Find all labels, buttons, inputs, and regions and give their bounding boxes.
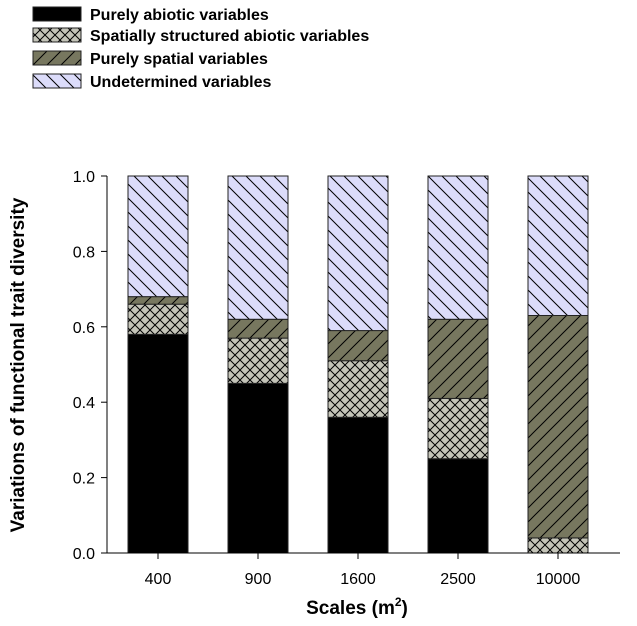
bar-segment-10000-series-3 [527, 175, 589, 316]
axes [106, 176, 620, 554]
legend-swatch [32, 73, 82, 89]
y-tick-label: 0.6 [73, 320, 95, 337]
legend: Purely abiotic variables Spatially struct… [32, 6, 369, 91]
legend-swatch [32, 27, 82, 43]
legend-label: Purely abiotic variables [90, 7, 269, 24]
y-tick-label: 0.2 [73, 471, 95, 488]
x-tick-label: 400 [145, 571, 172, 588]
bar-segment-900-series-0 [227, 382, 289, 554]
bars [127, 175, 589, 554]
bar-segment-400-series-0 [127, 333, 189, 554]
x-ticks: 400 900 1600 2500 10000 [145, 553, 581, 588]
bar-segment-10000-series-1 [527, 537, 589, 554]
y-ticks: 0.0 0.2 0.4 0.6 0.8 1.0 [73, 169, 107, 563]
bar-segment-900-series-2 [227, 318, 289, 339]
y-axis-label: Variations of functional trait diversity [8, 197, 29, 532]
x-tick-label: 10000 [536, 571, 581, 588]
bar-segment-1600-series-3 [327, 175, 389, 332]
bar-segment-1600-series-2 [327, 330, 389, 362]
bar-segment-2500-series-0 [427, 458, 489, 554]
y-tick-label: 0.4 [73, 395, 95, 412]
legend-swatch [32, 6, 82, 22]
legend-label: Undetermined variables [90, 74, 272, 91]
bar-segment-400-series-3 [127, 175, 189, 298]
legend-swatch [32, 50, 82, 66]
y-tick-label: 0.0 [73, 546, 95, 563]
bar-segment-900-series-3 [227, 175, 289, 320]
bar-segment-1600-series-1 [327, 360, 389, 418]
bar-segment-2500-series-1 [427, 397, 489, 460]
bar-segment-10000-series-2 [527, 314, 589, 539]
x-tick-label: 2500 [440, 571, 476, 588]
bar-segment-900-series-1 [227, 337, 289, 384]
x-axis-label: Scales (m2) [306, 595, 408, 619]
bar-segment-2500-series-2 [427, 318, 489, 399]
y-tick-label: 1.0 [73, 169, 95, 186]
x-tick-label: 1600 [340, 571, 376, 588]
y-tick-label: 0.8 [73, 244, 95, 261]
bar-segment-1600-series-0 [327, 416, 389, 554]
bar-segment-400-series-2 [127, 296, 189, 305]
legend-label: Purely spatial variables [90, 51, 268, 68]
bar-segment-400-series-1 [127, 303, 189, 335]
legend-label: Spatially structured abiotic variables [90, 28, 369, 45]
x-tick-label: 900 [245, 571, 272, 588]
bar-segment-2500-series-3 [427, 175, 489, 320]
